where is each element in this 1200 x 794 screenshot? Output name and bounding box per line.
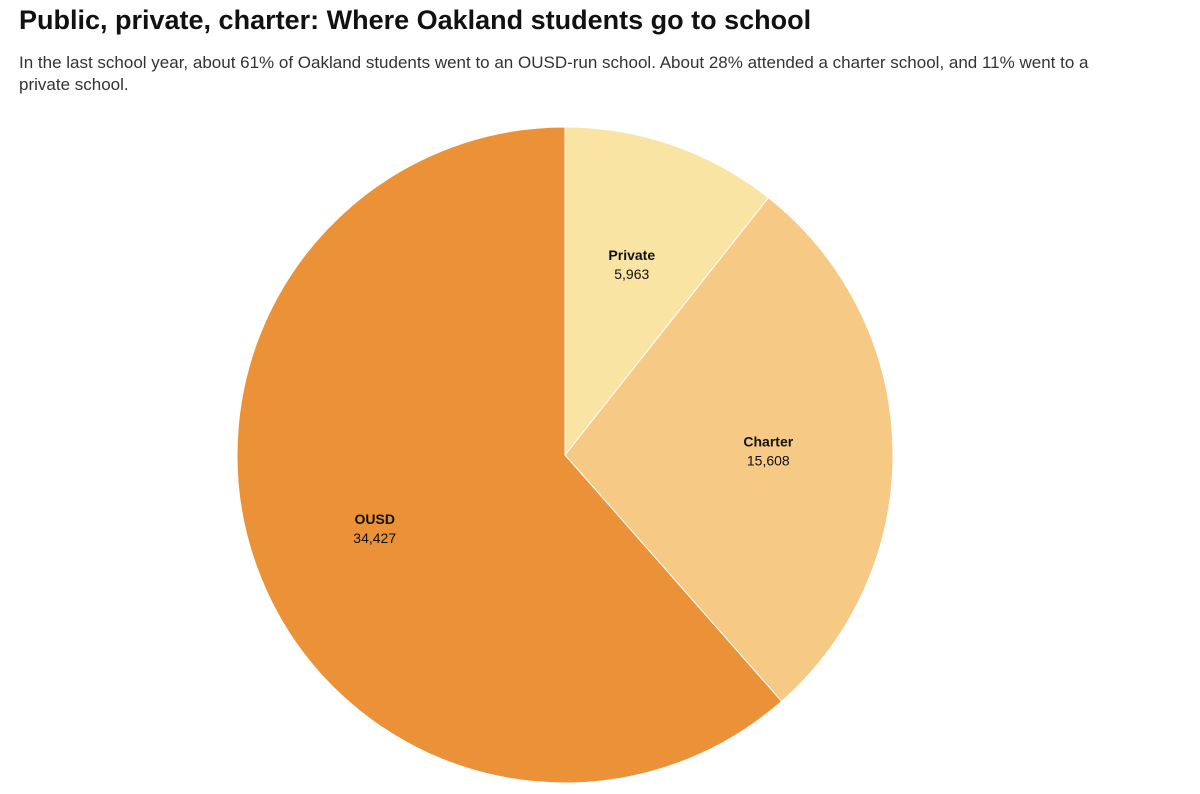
chart-title: Public, private, charter: Where Oakland …: [19, 5, 812, 35]
chart-subtitle: In the last school year, about 61% of Oa…: [19, 53, 1089, 94]
slice-label-ousd: OUSD: [354, 511, 394, 527]
pie-labels: Private 5,963 Charter 15,608 OUSD 34,427: [353, 247, 793, 546]
slice-label-private: Private: [608, 247, 655, 263]
slice-value-ousd: 34,427: [353, 530, 396, 546]
pie-slice-charter: [564, 197, 894, 703]
pie-slice-private: [564, 126, 770, 457]
slice-label-charter: Charter: [743, 434, 793, 450]
slice-value-private: 5,963: [614, 266, 649, 282]
slice-value-charter: 15,608: [747, 453, 790, 469]
pie-slice-ousd: [236, 126, 783, 784]
pie-slices: [236, 126, 894, 784]
